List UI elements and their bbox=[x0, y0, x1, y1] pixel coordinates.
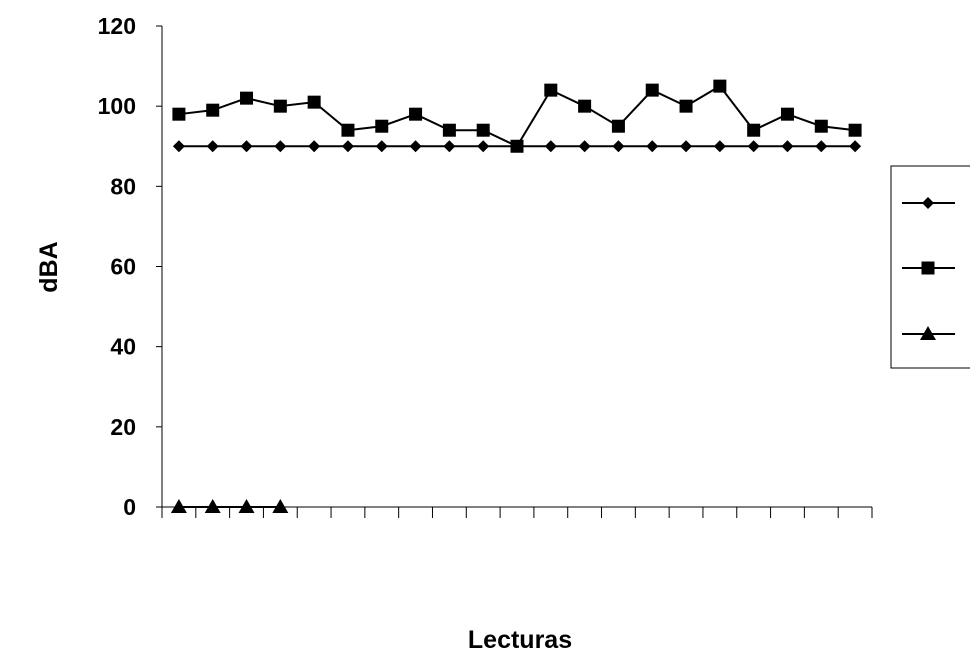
data-point-square bbox=[409, 107, 423, 121]
legend-marker-square bbox=[921, 261, 935, 275]
data-point-diamond bbox=[544, 140, 557, 153]
data-point-diamond bbox=[172, 140, 185, 153]
y-tick-label: 120 bbox=[98, 13, 136, 39]
data-point-diamond bbox=[477, 140, 490, 153]
data-point-diamond bbox=[747, 140, 760, 153]
legend bbox=[890, 165, 970, 369]
x-axis-title: Lecturas bbox=[468, 626, 572, 654]
data-point-triangle bbox=[170, 499, 187, 513]
y-axis: 0 20 40 60 80 100 120 bbox=[98, 13, 163, 520]
y-tick-label: 100 bbox=[98, 93, 136, 119]
data-point-square bbox=[814, 119, 828, 133]
data-point-diamond bbox=[578, 140, 591, 153]
data-point-square bbox=[780, 107, 794, 121]
data-point-square bbox=[747, 123, 761, 137]
data-point-square bbox=[578, 99, 592, 113]
data-point-square bbox=[544, 83, 558, 97]
data-point-square bbox=[679, 99, 693, 113]
data-point-diamond bbox=[713, 140, 726, 153]
data-point-diamond bbox=[849, 140, 862, 153]
data-point-square bbox=[375, 119, 389, 133]
data-point-diamond bbox=[206, 140, 219, 153]
y-tick-label: 20 bbox=[110, 414, 136, 440]
data-point-diamond bbox=[341, 140, 354, 153]
data-point-square bbox=[341, 123, 355, 137]
data-point-square bbox=[645, 83, 659, 97]
data-point-square bbox=[442, 123, 456, 137]
data-point-square bbox=[273, 99, 287, 113]
data-point-diamond bbox=[646, 140, 659, 153]
x-axis bbox=[161, 506, 873, 518]
data-point-diamond bbox=[240, 140, 253, 153]
data-point-diamond bbox=[375, 140, 388, 153]
data-point-diamond bbox=[680, 140, 693, 153]
data-point-square bbox=[510, 139, 524, 153]
data-point-diamond bbox=[612, 140, 625, 153]
data-point-square bbox=[206, 103, 220, 117]
legend-marker-triangle bbox=[920, 326, 936, 340]
data-point-square bbox=[713, 79, 727, 93]
data-point-square bbox=[848, 123, 862, 137]
data-point-diamond bbox=[308, 140, 321, 153]
y-axis-title: dBA bbox=[35, 241, 63, 292]
data-point-triangle bbox=[272, 499, 289, 513]
data-point-square bbox=[240, 91, 254, 105]
data-point-triangle bbox=[204, 499, 221, 513]
legend-entry-2 bbox=[902, 261, 955, 275]
data-point-diamond bbox=[274, 140, 287, 153]
y-tick-label: 80 bbox=[110, 173, 136, 199]
series-3 bbox=[170, 499, 289, 513]
series-2 bbox=[172, 79, 862, 153]
data-point-square bbox=[611, 119, 625, 133]
data-point-diamond bbox=[409, 140, 422, 153]
data-point-diamond bbox=[781, 140, 794, 153]
legend-entry-3 bbox=[902, 326, 955, 340]
data-point-triangle bbox=[238, 499, 255, 513]
y-tick-label: 0 bbox=[123, 494, 136, 520]
data-point-diamond bbox=[815, 140, 828, 153]
data-point-square bbox=[172, 107, 186, 121]
legend-entry-1 bbox=[902, 197, 955, 209]
series-line bbox=[178, 84, 856, 148]
data-point-square bbox=[476, 123, 490, 137]
y-tick-label: 60 bbox=[110, 254, 136, 280]
data-point-square bbox=[307, 95, 321, 109]
series-layer bbox=[170, 79, 862, 513]
data-point-diamond bbox=[443, 140, 456, 153]
legend-marker-diamond bbox=[922, 197, 934, 209]
y-tick-label: 40 bbox=[110, 334, 136, 360]
